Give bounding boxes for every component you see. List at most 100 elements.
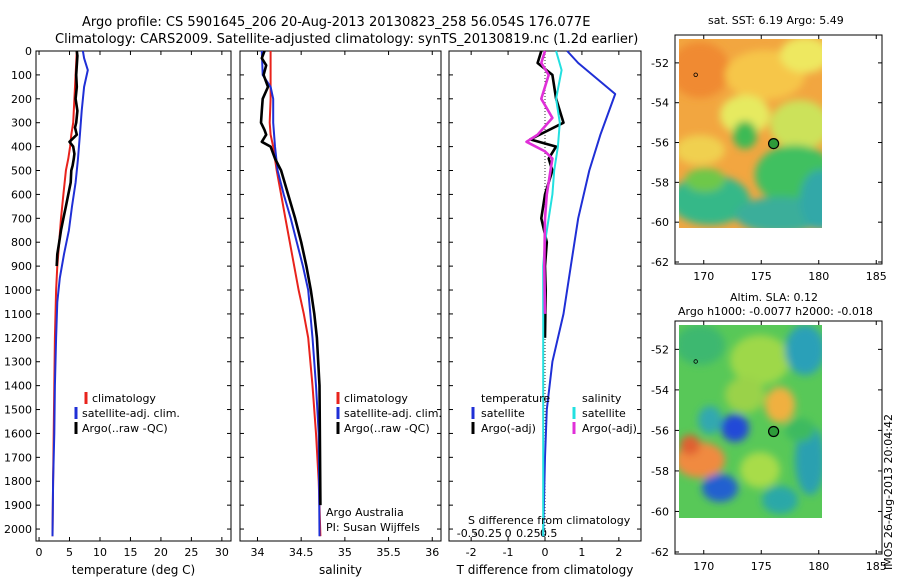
imos-timestamp: IMOS 26-Aug-2013 20:04:42 bbox=[882, 414, 895, 570]
sst-map-nodata-right bbox=[822, 39, 878, 260]
sst-map-axes: 170 175 180 185 -52 -54 -56 -58 -60 -62 bbox=[651, 35, 887, 283]
plot-frame bbox=[35, 50, 232, 542]
sst-map-field bbox=[679, 39, 822, 228]
sst-map-nodata-bottom bbox=[679, 228, 822, 260]
series-satellite-adj-clim- bbox=[260, 50, 321, 537]
legend-label-s-satellite: satellite bbox=[582, 407, 626, 420]
sla-map-field bbox=[679, 325, 822, 518]
legend-heading-temperature: temperature bbox=[481, 392, 550, 405]
map-x-tick-label: 180 bbox=[808, 560, 829, 573]
y-tick-label: 300 bbox=[11, 117, 32, 130]
legend-label-climatology: climatology bbox=[92, 392, 156, 405]
x2-tick-label: 0.25 bbox=[516, 527, 541, 540]
sla-map-nodata-bottom bbox=[679, 518, 822, 550]
x2-axis-label: S difference from climatology bbox=[468, 514, 631, 527]
map-y-tick-label: -54 bbox=[651, 384, 669, 397]
legend-label-t-satellite: satellite bbox=[481, 407, 525, 420]
x-tick-label: 15 bbox=[123, 546, 137, 559]
y-tick-label: 1200 bbox=[4, 332, 32, 345]
x-tick-label: 5 bbox=[66, 546, 73, 559]
map-x-tick-label: 175 bbox=[751, 270, 772, 283]
series-s-argo-adj- bbox=[525, 50, 554, 314]
x-axis-label: temperature (deg C) bbox=[72, 563, 195, 577]
sla-map-title: Altim. SLA: 0.12 bbox=[730, 291, 818, 304]
series-climatology bbox=[268, 51, 322, 537]
y-tick-label: 1300 bbox=[4, 356, 32, 369]
y-tick-label: 800 bbox=[11, 236, 32, 249]
x-axis-label: T difference from climatology bbox=[456, 563, 634, 577]
temperature-panel: 0100200300400500600700800900100011001200… bbox=[4, 45, 232, 577]
map-x-tick-label: 185 bbox=[866, 270, 887, 283]
legend-label-satellite: satellite-adj. clim. bbox=[82, 407, 180, 420]
legend-label-climatology: climatology bbox=[344, 392, 408, 405]
x2-tick-label: 0 bbox=[505, 527, 512, 540]
x-tick-label: 0 bbox=[542, 546, 549, 559]
y-tick-label: 400 bbox=[11, 141, 32, 154]
map-x-tick-label: 180 bbox=[808, 270, 829, 283]
x-tick-label: 35 bbox=[338, 546, 352, 559]
annotation-pi: PI: Susan Wijffels bbox=[326, 521, 420, 534]
legend-label-s-argo: Argo(-adj) bbox=[582, 422, 637, 435]
previous-position-marker bbox=[693, 72, 698, 77]
y-tick-label: 200 bbox=[11, 93, 32, 106]
x-tick-label: 10 bbox=[93, 546, 107, 559]
argo-position-marker bbox=[767, 425, 780, 438]
previous-position-marker bbox=[693, 359, 698, 364]
map-y-tick-label: -54 bbox=[651, 97, 669, 110]
header-line1: Argo profile: CS 5901645_206 20-Aug-2013… bbox=[82, 15, 590, 30]
x-tick-label: 20 bbox=[154, 546, 168, 559]
sla-map-axes: 170 175 180 185 -52 -54 -56 -58 -60 -62 bbox=[651, 321, 887, 573]
x-axis-label: salinity bbox=[319, 563, 362, 577]
y-tick-label: 2000 bbox=[4, 523, 32, 536]
x2-tick-label: -0.25 bbox=[474, 527, 502, 540]
sst-map-title: sat. SST: 6.19 Argo: 5.49 bbox=[708, 14, 844, 27]
legend-label-t-argo: Argo(-adj) bbox=[481, 422, 536, 435]
series-argo-raw-qc- bbox=[259, 50, 322, 506]
x-tick-label: -1 bbox=[503, 546, 514, 559]
annotation-argo-australia: Argo Australia bbox=[326, 506, 404, 519]
map-x-tick-label: 170 bbox=[693, 270, 714, 283]
y-tick-label: 1500 bbox=[4, 404, 32, 417]
y-tick-label: 1400 bbox=[4, 380, 32, 393]
y-tick-label: 600 bbox=[11, 188, 32, 201]
difference-legend: temperature salinity satellite Argo(-adj… bbox=[468, 392, 637, 527]
legend-label-argo: Argo(..raw -QC) bbox=[344, 422, 430, 435]
map-y-tick-label: -52 bbox=[651, 57, 669, 70]
map-y-tick-label: -60 bbox=[651, 505, 669, 518]
x-tick-label: 36 bbox=[425, 546, 439, 559]
x-tick-label: 34.5 bbox=[289, 546, 314, 559]
x-tick-label: 30 bbox=[215, 546, 229, 559]
legend-label-argo: Argo(..raw -QC) bbox=[82, 422, 168, 435]
series-argo-raw-qc- bbox=[55, 50, 79, 267]
map-y-tick-label: -56 bbox=[651, 137, 669, 150]
series-satellite-adj-clim- bbox=[51, 50, 89, 537]
map-y-tick-label: -52 bbox=[651, 343, 669, 356]
x-tick-label: 35.5 bbox=[376, 546, 401, 559]
argo-position-marker bbox=[767, 138, 780, 150]
y-tick-label: 1800 bbox=[4, 475, 32, 488]
y-tick-label: 1000 bbox=[4, 284, 32, 297]
sla-map-nodata-right bbox=[822, 325, 878, 550]
legend-label-satellite: satellite-adj. clim. bbox=[344, 407, 442, 420]
y-tick-label: 500 bbox=[11, 165, 32, 178]
map-y-tick-label: -56 bbox=[651, 424, 669, 437]
map-x-tick-label: 175 bbox=[751, 560, 772, 573]
map-y-tick-label: -60 bbox=[651, 216, 669, 229]
temperature-legend: climatology satellite-adj. clim. Argo(..… bbox=[74, 392, 180, 435]
y-tick-label: 700 bbox=[11, 212, 32, 225]
y-tick-label: 100 bbox=[11, 69, 32, 82]
salinity-panel: 34 34.5 35 35.5 36 salinity bbox=[239, 50, 442, 577]
sst-map-panel: sat. SST: 6.19 Argo: 5.49 170 175 180 185 -5… bbox=[651, 14, 887, 283]
y-tick-label: 1700 bbox=[4, 451, 32, 464]
y-tick-label: 1900 bbox=[4, 499, 32, 512]
x-tick-label: -2 bbox=[466, 546, 477, 559]
map-y-tick-label: -58 bbox=[651, 465, 669, 478]
x-tick-label: 0 bbox=[36, 546, 43, 559]
sla-map-subtitle: Argo h1000: -0.0077 h2000: -0.018 bbox=[678, 305, 873, 318]
y-tick-label: 1100 bbox=[4, 308, 32, 321]
salinity-legend: climatology satellite-adj. clim. Argo(..… bbox=[326, 392, 442, 534]
header-line2: Climatology: CARS2009. Satellite-adjuste… bbox=[55, 32, 638, 47]
x-tick-label: 1 bbox=[578, 546, 585, 559]
legend-heading-salinity: salinity bbox=[582, 392, 622, 405]
